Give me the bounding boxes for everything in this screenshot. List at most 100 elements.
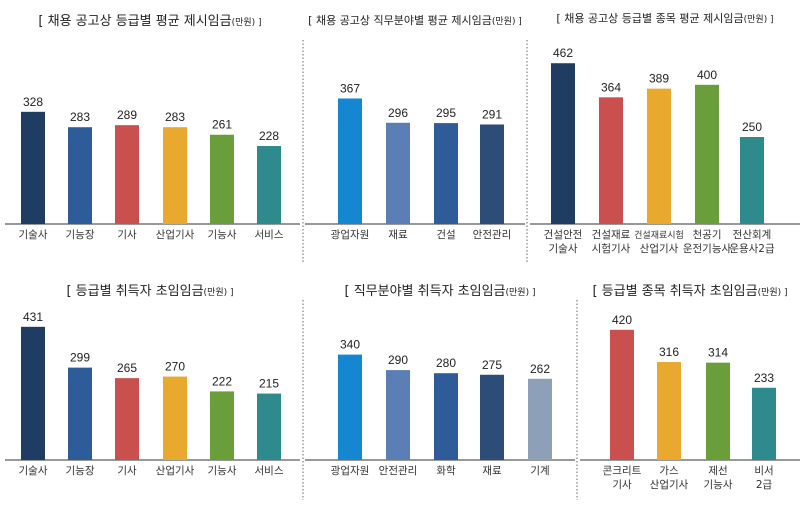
bar — [434, 123, 458, 224]
data-label: 233 — [754, 371, 774, 385]
bar — [210, 134, 234, 224]
category-label: 재료 — [482, 465, 502, 477]
bar-chart-2: 367 광업자원 296 재료 295 건설 291 안전관리 — [305, 81, 525, 241]
data-label: 290 — [388, 353, 408, 367]
data-label: 462 — [553, 46, 573, 60]
bar — [551, 63, 575, 224]
bar — [647, 88, 671, 225]
data-label: 389 — [649, 72, 669, 86]
category-label: 건설재료시험 — [634, 230, 684, 241]
category-label: 2급 — [756, 479, 773, 491]
chart-title-text: [ 채용 공고상 등급별 종목 평균 제시임금 — [556, 12, 744, 25]
category-label: 기능사 — [208, 229, 237, 241]
category-label: 산업기사 — [640, 242, 679, 255]
data-label: 228 — [259, 129, 279, 143]
data-label: 431 — [23, 310, 43, 324]
category-label: 기계 — [530, 465, 549, 477]
bar — [434, 373, 458, 460]
data-label: 215 — [259, 377, 279, 391]
bar-chart-4: 431 기술사 299 기능장 265 기사 270 산업기사 222 기능사 215 서비스 — [5, 310, 300, 477]
category-label: 안전관리 — [379, 465, 418, 477]
category-label: 산업기사 — [156, 464, 195, 477]
bar — [706, 362, 730, 460]
category-label: 콘크리트 — [603, 465, 642, 477]
category-label: 건설재료 — [592, 229, 631, 241]
category-label: 시험기사 — [592, 243, 631, 255]
bar-chart-5: 340 광업자원 290 안전관리 280 화학 275 재료 262 기계 — [305, 338, 575, 477]
bar — [115, 378, 139, 460]
category-label: 서비스 — [255, 465, 284, 477]
chart-title-text: [ 직무분야별 취득자 초임임금 — [344, 284, 506, 299]
category-label: 안전관리 — [473, 229, 512, 241]
category-label: 화학 — [436, 465, 456, 477]
data-label: 299 — [70, 351, 90, 365]
category-label: 기사 — [117, 465, 137, 477]
category-label: 기능사 — [208, 465, 237, 477]
category-label: 재료 — [388, 229, 408, 241]
bar — [386, 122, 410, 224]
bar — [752, 387, 776, 460]
category-label: 건설 — [436, 229, 455, 241]
data-label: 364 — [601, 80, 621, 94]
category-label: 기술사 — [549, 243, 578, 255]
bar — [163, 127, 187, 224]
bar — [528, 378, 552, 460]
chart-title-unit: (만원) ] — [231, 18, 262, 28]
category-label: 기사 — [612, 479, 632, 491]
bar — [257, 393, 281, 460]
category-label: 건설안전 — [544, 229, 583, 241]
category-label: 광업자원 — [331, 464, 370, 477]
data-label: 340 — [340, 338, 360, 352]
chart-title-unit: (만원) ] — [491, 17, 522, 27]
bar — [163, 376, 187, 460]
chart-title: [ 채용 공고상 직무분야별 평균 제시임금(만원) ] — [308, 12, 522, 28]
data-label: 270 — [165, 360, 185, 374]
category-label: 운용사2급 — [729, 243, 775, 255]
category-label: 기능장 — [66, 465, 95, 477]
data-label: 367 — [340, 81, 360, 95]
chart-title-text: [ 채용 공고상 직무분야별 평균 제시임금 — [308, 14, 492, 27]
category-label: 서비스 — [255, 229, 284, 241]
chart-title-text: [ 등급별 종목 취득자 초임임금 — [592, 284, 758, 299]
category-label: 비서 — [754, 465, 773, 477]
bar — [210, 391, 234, 460]
data-label: 289 — [117, 108, 137, 122]
data-label: 275 — [482, 358, 502, 372]
bar — [68, 367, 92, 460]
bar — [480, 374, 504, 460]
bar-chart-1: 328 기술사 283 기능장 289 기사 283 산업기사 261 기능사 228 서비스 — [5, 95, 300, 241]
data-label: 250 — [742, 120, 762, 134]
chart-title: [ 등급별 종목 취득자 초임임금(만원) ] — [592, 280, 787, 299]
category-label: 광업자원 — [331, 228, 370, 241]
data-label: 283 — [165, 110, 185, 124]
data-label: 296 — [388, 106, 408, 120]
data-label: 316 — [659, 345, 679, 359]
data-label: 400 — [697, 68, 717, 82]
bar — [338, 98, 362, 224]
bar — [338, 354, 362, 460]
chart-title-text: [ 등급별 취득자 초임임금 — [66, 284, 204, 299]
data-label: 262 — [530, 362, 550, 376]
chart-title-unit: (만원) ] — [757, 288, 788, 298]
data-label: 328 — [23, 95, 43, 109]
bar — [21, 111, 45, 224]
data-label: 261 — [212, 118, 232, 132]
chart-title: [ 등급별 취득자 초임임금(만원) ] — [66, 280, 233, 299]
data-label: 295 — [436, 106, 456, 120]
bar — [695, 84, 719, 224]
bar — [599, 97, 623, 224]
data-label: 314 — [708, 346, 728, 360]
data-label: 291 — [482, 107, 502, 121]
category-label: 산업기사 — [650, 478, 689, 491]
chart-title-unit: (만원) ] — [743, 15, 774, 25]
chart-title: [ 채용 공고상 등급별 종목 평균 제시임금(만원) ] — [556, 10, 773, 26]
category-label: 기사 — [117, 229, 137, 241]
bar — [610, 329, 634, 460]
bar — [257, 146, 281, 224]
category-label: 산업기사 — [156, 228, 195, 241]
bar — [115, 125, 139, 224]
chart-title-unit: (만원) ] — [203, 288, 234, 298]
